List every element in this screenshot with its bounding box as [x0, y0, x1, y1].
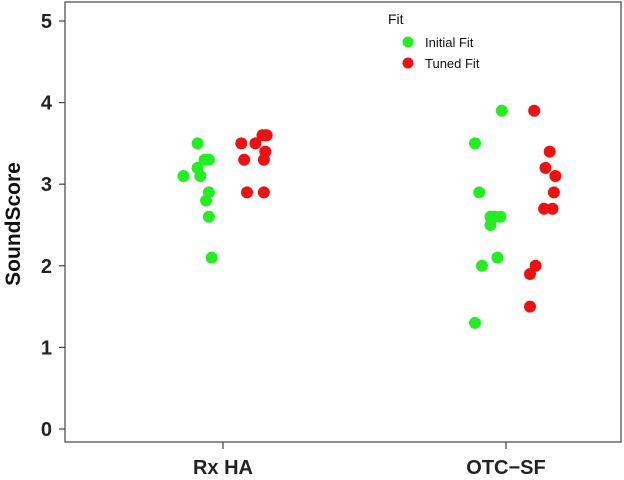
y-axis: 0 1 2 3 4 5	[41, 11, 65, 441]
data-point	[495, 104, 508, 117]
data-point	[241, 186, 253, 199]
data-point	[546, 202, 559, 215]
legend-label: Tuned Fit	[425, 56, 480, 71]
data-point	[469, 137, 481, 150]
data-point	[259, 145, 272, 158]
data-point	[191, 137, 204, 150]
x-tick-label: OTC−SF	[466, 457, 545, 479]
data-point	[529, 259, 542, 272]
data-point	[260, 129, 273, 142]
legend-label: Initial Fit	[425, 35, 474, 50]
legend-marker	[402, 57, 414, 69]
y-axis-title: SoundScore	[2, 162, 25, 286]
legend: Fit Initial Fit Tuned Fit	[388, 11, 480, 71]
data-point	[524, 300, 536, 313]
series-initial-fit	[177, 104, 508, 329]
data-point	[249, 137, 262, 150]
legend-marker	[402, 36, 414, 48]
data-point	[202, 210, 215, 223]
data-point	[202, 153, 215, 166]
y-tick-label: 4	[41, 93, 53, 115]
data-point	[476, 259, 488, 272]
y-tick-label: 3	[41, 174, 52, 196]
y-tick-label: 5	[41, 11, 52, 33]
data-point	[528, 104, 541, 117]
data-point	[539, 161, 552, 174]
legend-title: Fit	[388, 11, 404, 27]
data-points	[177, 104, 562, 329]
x-tick-label: Rx HA	[193, 457, 253, 479]
data-point	[257, 186, 270, 199]
data-point	[491, 251, 504, 264]
data-point	[235, 137, 248, 150]
data-point	[200, 194, 213, 207]
plot-frame	[64, 1, 622, 443]
y-tick-label: 1	[41, 337, 52, 359]
data-point	[194, 170, 207, 182]
y-tick-label: 2	[41, 256, 52, 278]
data-point	[543, 145, 556, 158]
y-tick-label: 0	[41, 419, 52, 441]
series-tuned-fit	[235, 104, 562, 313]
data-point	[473, 186, 486, 199]
data-point	[205, 251, 218, 264]
data-point	[469, 316, 481, 329]
data-point	[494, 210, 507, 223]
data-point	[547, 186, 560, 199]
data-point	[238, 153, 251, 166]
data-point	[549, 170, 562, 182]
data-point	[177, 170, 190, 182]
data-point	[538, 202, 551, 215]
x-axis: Rx HA OTC−SF	[193, 442, 546, 479]
